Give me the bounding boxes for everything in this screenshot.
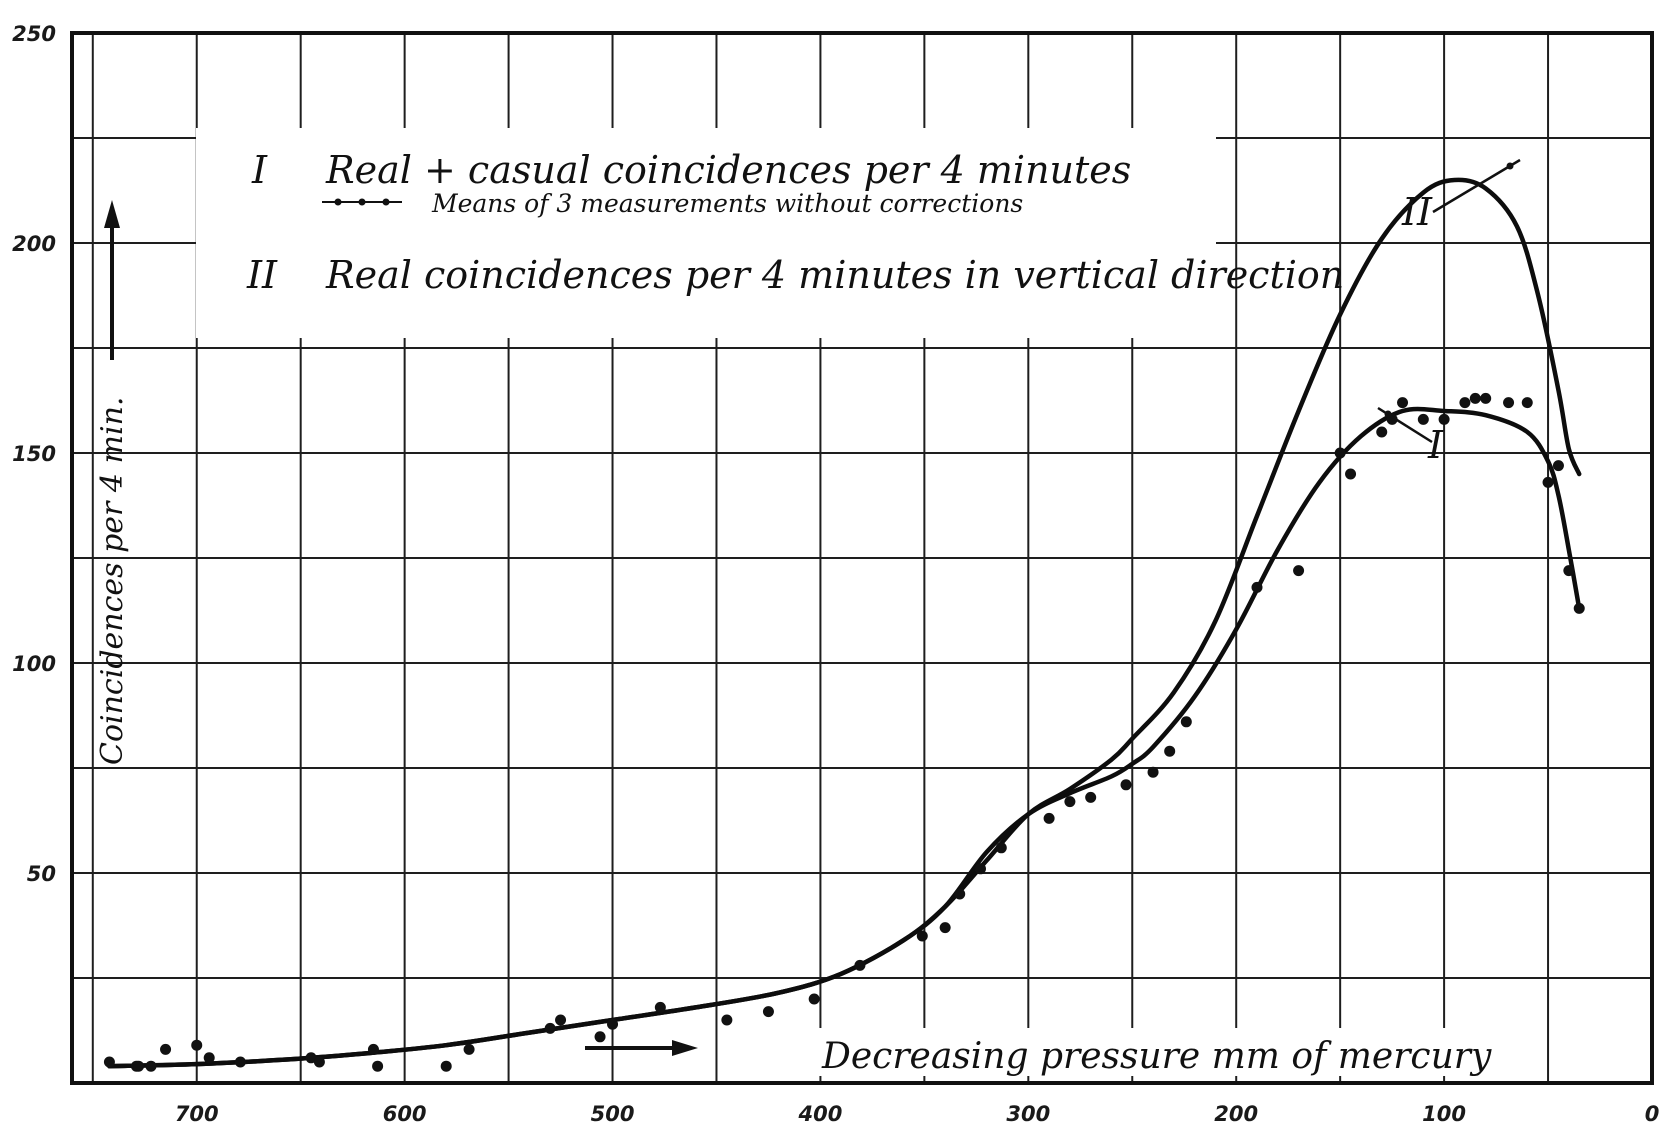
x-tick-label: 100 (1422, 1102, 1466, 1126)
y-tick-label: 150 (12, 442, 56, 466)
data-point (1438, 413, 1450, 425)
legend-box (196, 128, 1216, 338)
data-point (234, 1056, 246, 1068)
data-point (607, 1018, 619, 1030)
data-point (1064, 796, 1076, 808)
data-point (305, 1052, 317, 1064)
tick-labels: 700 600 500 400 300 200 100 0 50 100 150 200 250 (12, 22, 1659, 1126)
data-point (133, 1060, 145, 1072)
legend-marker-2: II (246, 253, 278, 297)
data-point (654, 1001, 666, 1013)
data-point (1180, 716, 1192, 728)
points (103, 392, 1585, 1072)
x-tick-label: 600 (383, 1102, 427, 1126)
data-point (1376, 426, 1388, 438)
x-tick-label: 700 (175, 1102, 219, 1126)
data-point (1147, 766, 1159, 778)
data-point (995, 842, 1007, 854)
x-label-bg (815, 1028, 1455, 1076)
data-point (313, 1056, 325, 1068)
data-point (203, 1052, 215, 1064)
data-point (1164, 745, 1176, 757)
x-tick-label: 200 (1214, 1102, 1258, 1126)
data-point (808, 993, 820, 1005)
data-point (916, 930, 928, 942)
data-point (544, 1022, 556, 1034)
y-tick-label: 100 (12, 652, 56, 676)
legend-text-3: Real coincidences per 4 minutes in verti… (325, 253, 1344, 297)
x-tick-label: 0 (1645, 1102, 1660, 1126)
data-point (555, 1014, 567, 1026)
data-point (1417, 413, 1429, 425)
x-tick-label: 300 (1006, 1102, 1050, 1126)
data-point (191, 1039, 203, 1051)
legend-text-2: Means of 3 measurements without correcti… (431, 189, 1023, 218)
data-point (463, 1043, 475, 1055)
curve-label-II: II (1401, 190, 1433, 234)
data-point (975, 863, 986, 875)
data-point (145, 1060, 157, 1072)
data-point (1334, 447, 1346, 459)
x-tick-label: 500 (591, 1102, 635, 1126)
data-point (1480, 392, 1492, 404)
y-tick-label: 50 (27, 862, 56, 886)
data-point (1469, 392, 1481, 404)
data-point (1563, 565, 1575, 577)
data-point (1397, 397, 1409, 409)
data-point (1521, 397, 1533, 409)
data-point (1552, 460, 1564, 472)
data-point (1251, 581, 1263, 593)
data-point (1043, 812, 1055, 824)
y-axis-arrow (104, 200, 120, 360)
y-axis-label: Coincidences per 4 min. (95, 397, 130, 765)
data-point (1542, 476, 1554, 488)
data-point (103, 1056, 115, 1068)
legend-text-1: Real + casual coincidences per 4 minutes (325, 148, 1131, 192)
data-point (1459, 397, 1471, 409)
data-point (372, 1060, 384, 1072)
data-point (954, 888, 966, 900)
y-tick-label: 200 (12, 232, 56, 256)
data-point (367, 1043, 379, 1055)
plot-frame (70, 31, 1654, 1085)
legend-line-symbol (322, 198, 402, 206)
data-point (1293, 565, 1305, 577)
data-point (1085, 791, 1097, 803)
data-point (160, 1043, 172, 1055)
y-tick-label: 250 (12, 22, 56, 46)
curve-i (107, 406, 1582, 1069)
x-tick-label: 400 (797, 1102, 842, 1126)
legend-marker-1: I (251, 148, 268, 192)
data-point (1573, 602, 1585, 614)
curve-I-annotation: I (1377, 406, 1444, 467)
data-point (1503, 397, 1515, 409)
data-point (939, 922, 951, 934)
data-point (762, 1006, 774, 1018)
data-point (854, 959, 866, 971)
data-point (594, 1031, 606, 1043)
data-point (721, 1014, 733, 1026)
data-point (440, 1060, 452, 1072)
data-point (1345, 468, 1357, 480)
curve-label-I: I (1427, 423, 1444, 467)
x-axis-label: Decreasing pressure mm of mercury (821, 1036, 1492, 1077)
curve-II-annotation: II (1401, 158, 1521, 234)
data-point (1120, 779, 1132, 791)
x-axis-arrow (585, 1040, 698, 1056)
